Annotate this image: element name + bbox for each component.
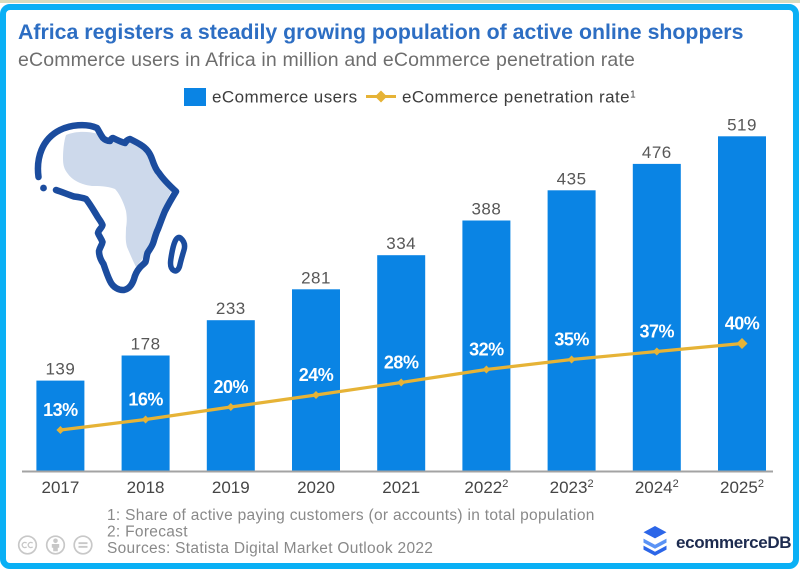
svg-text:20232: 20232 [550, 478, 594, 497]
svg-text:16%: 16% [128, 390, 163, 410]
svg-text:2018: 2018 [127, 478, 165, 497]
svg-text:519: 519 [727, 115, 757, 134]
svg-text:eCommerce penetration rate1: eCommerce penetration rate1 [402, 88, 636, 107]
svg-text:20252: 20252 [720, 478, 764, 497]
svg-text:13%: 13% [43, 400, 78, 420]
svg-text:ecommerceDB: ecommerceDB [676, 533, 791, 552]
svg-text:2019: 2019 [212, 478, 250, 497]
svg-text:24%: 24% [299, 365, 334, 385]
svg-text:20242: 20242 [635, 478, 679, 497]
svg-text:20%: 20% [214, 377, 249, 397]
svg-text:Sources: Statista Digital Mark: Sources: Statista Digital Market Outlook… [107, 540, 433, 557]
svg-text:eCommerce users in Africa in m: eCommerce users in Africa in million and… [18, 49, 635, 71]
svg-text:2020: 2020 [297, 478, 335, 497]
svg-text:20222: 20222 [464, 478, 508, 497]
svg-text:334: 334 [386, 234, 416, 253]
svg-text:2021: 2021 [382, 478, 420, 497]
svg-text:32%: 32% [469, 340, 504, 360]
svg-text:476: 476 [642, 143, 672, 162]
svg-text:1: Share of active paying cust: 1: Share of active paying customers (or … [107, 507, 595, 524]
svg-text:233: 233 [216, 299, 246, 318]
svg-text:Africa registers a steadily gr: Africa registers a steadily growing popu… [18, 20, 743, 44]
svg-text:35%: 35% [554, 330, 589, 350]
svg-text:281: 281 [301, 268, 331, 287]
svg-text:178: 178 [131, 335, 161, 354]
svg-text:2: Forecast: 2: Forecast [107, 524, 188, 541]
svg-text:2017: 2017 [41, 478, 79, 497]
svg-text:28%: 28% [384, 353, 419, 373]
svg-text:435: 435 [557, 169, 587, 188]
svg-text:40%: 40% [725, 314, 760, 334]
svg-text:eCommerce users: eCommerce users [212, 88, 358, 107]
svg-text:388: 388 [471, 200, 501, 219]
svg-text:37%: 37% [640, 322, 675, 342]
svg-text:139: 139 [45, 360, 75, 379]
